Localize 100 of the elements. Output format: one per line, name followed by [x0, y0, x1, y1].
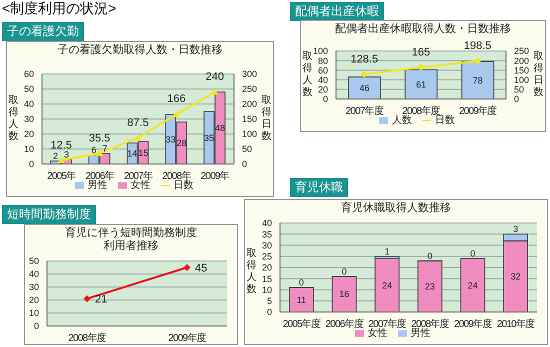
x-tick-label: 2009年度 [454, 318, 492, 330]
x-tick-label: 2005年度 [282, 318, 321, 330]
data-label: 33 [166, 134, 176, 144]
y-tick-label: 30 [24, 114, 34, 124]
y2-tick-label: 100 [514, 74, 530, 85]
y-tick-label: 20 [318, 84, 328, 95]
y-tick-label: 50 [24, 84, 34, 94]
point [211, 88, 218, 95]
chart-subtitle: 育児に伴う短時間勤務制度利用者推移 [64, 227, 198, 253]
y2-tick-label: 100 [242, 129, 258, 140]
point [96, 150, 104, 156]
x-tick-label: 2005年 [47, 170, 76, 182]
point [172, 110, 180, 117]
y-tick-label: 40 [24, 99, 34, 110]
bar [374, 258, 400, 312]
data-label: 0 [470, 248, 476, 259]
y2-tick-label: 250 [242, 84, 258, 94]
data-label: 61 [416, 79, 426, 90]
chart-subtitle: 配偶者出産休暇取得人数・日数推移 [334, 23, 512, 36]
data-label: 35.5 [88, 132, 110, 144]
y-tick-label: 20 [28, 295, 39, 306]
y-tick-label: 10 [24, 144, 34, 154]
y-tick-label: 5 [266, 296, 272, 306]
data-label: 32 [510, 271, 521, 282]
chart-title: 配偶者出産休暇 [290, 2, 384, 21]
x-tick-label: 2009年度 [168, 332, 207, 344]
bar [348, 76, 381, 99]
y-tick-label: 10 [28, 308, 39, 318]
data-label: 0 [427, 250, 432, 261]
y-tick-label: 40 [318, 74, 328, 85]
y-tick-label: 10 [262, 284, 272, 295]
chart-subtitle: 子の看護欠勤取得人数・日数推移 [56, 44, 224, 57]
data-label: 21 [95, 294, 108, 306]
y-tick-label: 20 [262, 262, 272, 273]
point [58, 156, 65, 164]
x-tick-label: 2006年度 [326, 318, 364, 330]
legend-label: 日数 [435, 115, 455, 126]
y-tick-label: 100 [312, 46, 328, 56]
chart-title: 子の看護欠勤 [2, 22, 84, 41]
y-tick-label: 0 [34, 321, 39, 332]
data-label: 3 [64, 150, 69, 160]
y-tick-label: 20 [24, 129, 34, 140]
chart-subtitle: 育児休職取得人数推移 [340, 202, 452, 215]
x-tick-label: 2010年度 [496, 318, 536, 330]
data-label: 1 [384, 246, 390, 256]
data-label: 12.5 [50, 139, 72, 152]
bar [332, 276, 357, 312]
data-label: 198.5 [464, 40, 492, 52]
x-tick-label: 2009年度 [458, 105, 498, 118]
chart-title: 育児休職 [290, 178, 348, 197]
y-tick-label: 0 [28, 159, 34, 170]
legend-label: 人数 [392, 115, 412, 126]
point [418, 64, 424, 71]
text: <制度利用の状況> [2, 0, 116, 18]
point [474, 57, 482, 64]
y-tick-label: 40 [28, 269, 39, 280]
y2-tick-label: 50 [242, 144, 252, 154]
y-tick-label: 80 [318, 56, 328, 66]
data-label: 24 [382, 280, 392, 290]
legend-label: 日数 [174, 180, 194, 191]
data-label: 14 [127, 148, 138, 158]
y2-tick-label: 300 [242, 69, 258, 80]
y-tick-label: 35 [262, 229, 272, 240]
y2-axis-title: 取得日数 [261, 95, 272, 143]
y-tick-label: 50 [28, 256, 39, 266]
data-label: 166 [167, 93, 186, 106]
data-label: 46 [359, 82, 370, 93]
y2-tick-label: 0 [514, 94, 520, 104]
data-label: 87.5 [127, 116, 149, 129]
bar [460, 258, 486, 312]
bar [461, 61, 494, 99]
data-label: 128.5 [350, 53, 378, 66]
bar [289, 287, 314, 312]
y2-tick-label: 200 [242, 99, 258, 110]
data-label: 240 [206, 71, 224, 83]
y-tick-label: 60 [318, 65, 328, 76]
data-label: 6 [91, 145, 96, 155]
x-tick-label: 2009年 [200, 170, 230, 182]
bar [418, 260, 442, 312]
data-label: 2 [52, 151, 58, 161]
data-label: 3 [513, 224, 518, 234]
y2-tick-label: 0 [242, 159, 248, 170]
chart-title: 短時間勤務制度 [2, 205, 96, 224]
data-label: 0 [342, 266, 347, 276]
y2-tick-label: 150 [514, 65, 530, 76]
legend-label: 女性 [130, 180, 150, 191]
data-label: 15 [138, 148, 148, 158]
data-label: 165 [412, 46, 430, 58]
x-tick-label: 2007年度 [346, 105, 384, 118]
data-label: 24 [468, 280, 478, 290]
y2-tick-label: 150 [242, 114, 258, 124]
point [134, 134, 142, 141]
y2-tick-label: 200 [514, 56, 530, 66]
y-tick-label: 30 [262, 240, 272, 250]
x-tick-label: 2008年度 [68, 332, 107, 344]
data-label: 11 [296, 294, 306, 305]
y-tick-label: 25 [262, 252, 272, 262]
y2-tick-label: 250 [514, 46, 530, 56]
data-label: 0 [298, 278, 304, 288]
point [360, 70, 368, 78]
